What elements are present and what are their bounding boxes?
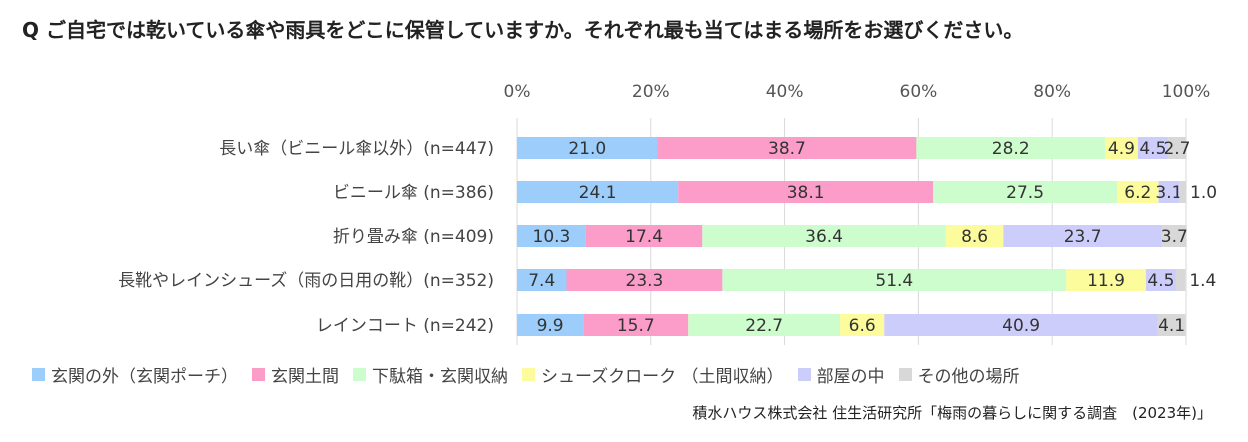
legend-item: シューズクローク （土間収納） [522, 362, 784, 387]
data-label: 11.9 [1087, 271, 1125, 291]
data-label: 10.3 [533, 227, 571, 247]
legend-item: 下駄箱・玄関収納 [353, 362, 508, 387]
data-label: 36.4 [805, 227, 843, 247]
bar-segment [702, 225, 946, 247]
legend: 玄関の外（玄関ポーチ） 玄関土間 下駄箱・玄関収納 シューズクローク （土間収納） 部屋… [32, 362, 1034, 387]
data-label: 1.0 [1190, 183, 1217, 203]
bar-segment [1003, 225, 1162, 247]
data-label: 3.7 [1161, 227, 1188, 247]
data-label: 4.1 [1158, 316, 1185, 336]
legend-label: シューズクローク （土間収納） [541, 367, 784, 387]
bar-segment [517, 269, 567, 291]
bar-segment [517, 225, 586, 247]
bar-segment [1066, 269, 1146, 291]
bar-segment [722, 269, 1067, 291]
chart-title: Q ご自宅では乾いている傘や雨具をどこに保管していますか。それぞれ最も当てはまる… [22, 18, 1024, 42]
data-label: 1.4 [1189, 271, 1216, 291]
bar-segment [517, 314, 584, 336]
x-tick-label: 40% [766, 82, 804, 102]
legend-swatch [32, 368, 45, 381]
legend-swatch [353, 368, 366, 381]
data-label: 3.1 [1155, 183, 1182, 203]
bar-segment [517, 137, 658, 159]
category-label: 折り畳み傘 (n=409) [333, 227, 494, 247]
data-label: 21.0 [568, 139, 606, 159]
x-tick-label: 20% [632, 82, 670, 102]
bar-segment [688, 314, 841, 336]
data-label: 23.7 [1064, 227, 1102, 247]
bar-segment [933, 181, 1118, 203]
data-label: 4.5 [1147, 271, 1174, 291]
bar-segment [517, 181, 679, 203]
data-label: 7.4 [528, 271, 555, 291]
legend-label: 玄関土間 [271, 367, 339, 387]
x-tick-label: 80% [1033, 82, 1071, 102]
bar-segment [1117, 181, 1159, 203]
data-label: 17.4 [625, 227, 663, 247]
bar-segment [678, 181, 934, 203]
bar-segment [840, 314, 885, 336]
bar-segment [583, 314, 689, 336]
data-label: 6.6 [849, 316, 876, 336]
legend-item: 玄関の外（玄関ポーチ） [32, 362, 238, 387]
legend-label: 玄関の外（玄関ポーチ） [51, 367, 238, 387]
legend-label: 部屋の中 [816, 367, 885, 387]
data-label: 40.9 [1002, 316, 1040, 336]
data-label: 4.5 [1139, 139, 1166, 159]
bar-segment [1167, 137, 1186, 159]
legend-swatch [252, 368, 265, 381]
data-label: 51.4 [875, 271, 913, 291]
x-tick-label: 0% [504, 82, 531, 102]
bar-segment [1179, 181, 1186, 203]
data-label: 15.7 [617, 316, 655, 336]
x-tick-label: 60% [900, 82, 938, 102]
data-label: 38.7 [768, 139, 806, 159]
bar-segment [585, 225, 703, 247]
bar-segment [1105, 137, 1138, 159]
source-credit: 積水ハウス株式会社 住生活研究所「梅雨の暮らしに関する調査 (2023年)」 [692, 404, 1212, 422]
legend-swatch [797, 368, 811, 381]
data-label: 6.2 [1124, 183, 1151, 203]
bar-segment [1158, 181, 1180, 203]
x-tick-label: 100% [1162, 82, 1211, 102]
legend-swatch [898, 368, 912, 381]
bar-segment [916, 137, 1106, 159]
bar-segment [1175, 269, 1186, 291]
data-label: 9.9 [537, 316, 564, 336]
bar-segment [1157, 314, 1186, 336]
category-label: ビニール傘 (n=386) [333, 183, 494, 203]
data-label: 24.1 [579, 183, 617, 203]
category-label: レインコート (n=242) [316, 316, 494, 336]
bar-segment [1137, 137, 1168, 159]
legend-label: その他の場所 [917, 367, 1020, 387]
legend-item: 部屋の中 [797, 362, 885, 387]
bar-segment [1145, 269, 1176, 291]
legend-item: 玄関土間 [252, 362, 339, 387]
legend-label: 下駄箱・玄関収納 [372, 367, 508, 387]
category-label: 長靴やレインシューズ（雨の日用の靴）(n=352) [118, 271, 494, 291]
data-label: 23.3 [626, 271, 664, 291]
data-label: 22.7 [745, 316, 783, 336]
data-label: 8.6 [961, 227, 988, 247]
bar-segment [1161, 225, 1187, 247]
data-label: 2.7 [1163, 139, 1190, 159]
data-label: 38.1 [787, 183, 825, 203]
bar-segment [945, 225, 1004, 247]
bar-segment [884, 314, 1158, 336]
stacked-bar-chart: 0% 20% 40% 60% 80% 100% 長い傘（ビニール傘以外）(n=447) 21.… [118, 82, 1217, 345]
legend-swatch [522, 368, 535, 381]
bar-segment [566, 269, 723, 291]
data-label: 28.2 [992, 139, 1030, 159]
legend-item: その他の場所 [898, 362, 1020, 387]
bar-segment [657, 137, 917, 159]
data-label: 27.5 [1006, 183, 1044, 203]
category-label: 長い傘（ビニール傘以外）(n=447) [219, 139, 494, 159]
data-label: 4.9 [1108, 139, 1135, 159]
